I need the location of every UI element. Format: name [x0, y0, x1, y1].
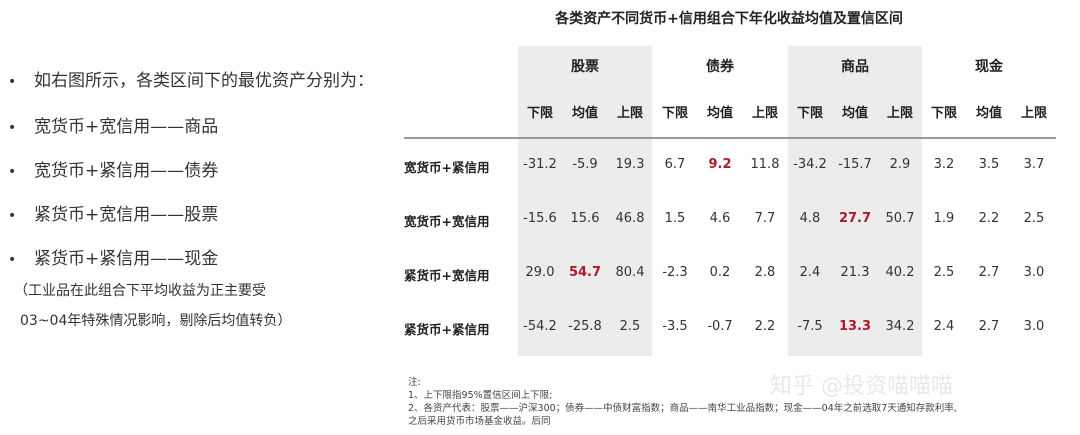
table-cell: -34.2 — [793, 157, 827, 172]
footnote-line: 2、各资产代表：股票——沪深300；债券——中债财富指数；商品——南华工业品指数… — [408, 403, 957, 414]
table-cell: 2.5 — [933, 265, 955, 280]
sub-header-mean: 均值 — [706, 106, 733, 121]
bullet-item: • 宽货币+紧信用——债券 — [8, 156, 218, 186]
group-header-bonds: 债券 — [706, 59, 734, 75]
row-label: 紧货币+宽信用 — [404, 268, 490, 283]
table-cell: 2.2 — [978, 211, 1000, 226]
bullet-text: 如右图所示，各类区间下的最优资产分别为： — [34, 71, 374, 91]
table-cell: 2.7 — [978, 265, 1000, 280]
column-shade-stocks — [518, 46, 652, 356]
table-cell-best: 27.7 — [838, 211, 872, 226]
sub-header-upper: 上限 — [1020, 106, 1047, 121]
table-cell: -31.2 — [523, 157, 557, 172]
group-header-commodities: 商品 — [841, 59, 869, 75]
table-cell-best: 54.7 — [568, 265, 602, 280]
table-cell: 2.2 — [754, 319, 776, 334]
footnote-heading: 注: — [408, 377, 421, 388]
table-cell: 7.7 — [754, 211, 776, 226]
sub-header-mean: 均值 — [975, 106, 1002, 121]
table-cell: 21.3 — [840, 265, 870, 280]
table-cell: 3.5 — [978, 157, 1000, 172]
table-cell: 2.4 — [933, 319, 955, 334]
table-cell: -15.7 — [838, 157, 872, 172]
bullet-dot: • — [8, 164, 17, 180]
table-cell: 40.2 — [885, 265, 915, 280]
table-cell: 19.3 — [615, 157, 645, 172]
table-cell: 2.4 — [799, 265, 821, 280]
table-cell: -0.7 — [707, 319, 733, 334]
table-cell: -15.6 — [523, 211, 557, 226]
table-cell: 2.7 — [978, 319, 1000, 334]
table-cell: 2.5 — [1023, 211, 1045, 226]
footnote-line: 之后采用货币市场基金收益。后同 — [408, 416, 551, 427]
sub-header-upper: 上限 — [751, 106, 778, 121]
note-line: 03~04年特殊情况影响，剔除后均值转负） — [20, 313, 292, 329]
footnote-line: 1、上下限指95%置信区间上下限; — [408, 390, 553, 401]
bullet-text: 紧货币+宽信用——股票 — [34, 205, 219, 225]
table-cell: -5.9 — [572, 157, 598, 172]
table-cell: -25.8 — [568, 319, 602, 334]
table-cell: 29.0 — [525, 265, 555, 280]
table-cell: 3.7 — [1023, 157, 1045, 172]
table-cell: 34.2 — [885, 319, 915, 334]
table-cell: 1.9 — [933, 211, 955, 226]
table-cell: 2.5 — [619, 319, 641, 334]
table-cell: -54.2 — [523, 319, 557, 334]
table-cell-best: 13.3 — [838, 319, 872, 334]
bullet-dot: • — [8, 208, 17, 224]
group-header-cash: 现金 — [975, 59, 1003, 75]
note-line: （工业品在此组合下平均收益为正主要受 — [14, 283, 266, 299]
page-title: 各类资产不同货币+信用组合下年化收益均值及置信区间 — [555, 11, 903, 27]
group-header-stocks: 股票 — [571, 59, 599, 75]
table-cell-best: 9.2 — [708, 157, 732, 172]
header-divider — [404, 137, 1056, 139]
bullet-item: • 紧货币+宽信用——股票 — [8, 200, 218, 230]
bullet-item: • 紧货币+紧信用——现金 — [8, 244, 218, 274]
table-cell: -2.3 — [662, 265, 688, 280]
watermark: 知乎 @投资喵喵喵 — [770, 374, 953, 399]
sub-header-mean: 均值 — [841, 106, 868, 121]
table-cell: 0.2 — [709, 265, 731, 280]
table-cell: 4.8 — [799, 211, 821, 226]
bullet-item: • 宽货币+宽信用——商品 — [8, 112, 218, 142]
table-cell: 15.6 — [570, 211, 600, 226]
column-shade-commodities — [788, 46, 922, 356]
table-cell: 3.2 — [933, 157, 955, 172]
table-cell: 50.7 — [885, 211, 915, 226]
bullet-dot: • — [8, 252, 17, 268]
bullet-dot: • — [8, 74, 17, 90]
sub-header-mean: 均值 — [571, 106, 598, 121]
table-cell: 11.8 — [750, 157, 780, 172]
sub-header-lower: 下限 — [930, 106, 957, 121]
bullet-dot: • — [8, 120, 17, 136]
table-cell: 80.4 — [615, 265, 645, 280]
table-cell: 6.7 — [664, 157, 686, 172]
row-label: 宽货币+紧信用 — [404, 160, 490, 175]
sub-header-upper: 上限 — [886, 106, 913, 121]
table-cell: 2.8 — [754, 265, 776, 280]
table-cell: 1.5 — [664, 211, 686, 226]
table-cell: -7.5 — [797, 319, 823, 334]
sub-header-lower: 下限 — [796, 106, 823, 121]
bullet-text: 宽货币+紧信用——债券 — [34, 161, 219, 181]
sub-header-lower: 下限 — [526, 106, 553, 121]
sub-header-upper: 上限 — [616, 106, 643, 121]
table-cell: 3.0 — [1023, 265, 1045, 280]
bullet-text: 宽货币+宽信用——商品 — [34, 117, 219, 137]
table-cell: 2.9 — [889, 157, 911, 172]
table-cell: 46.8 — [615, 211, 645, 226]
table-cell: -3.5 — [662, 319, 688, 334]
row-label: 宽货币+宽信用 — [404, 214, 490, 229]
sub-header-lower: 下限 — [661, 106, 688, 121]
table-cell: 4.6 — [709, 211, 731, 226]
row-label: 紧货币+紧信用 — [404, 322, 490, 337]
bullet-item: • 如右图所示，各类区间下的最优资产分别为： — [8, 66, 374, 96]
table-cell: 3.0 — [1023, 319, 1045, 334]
bullet-text: 紧货币+紧信用——现金 — [34, 249, 219, 269]
